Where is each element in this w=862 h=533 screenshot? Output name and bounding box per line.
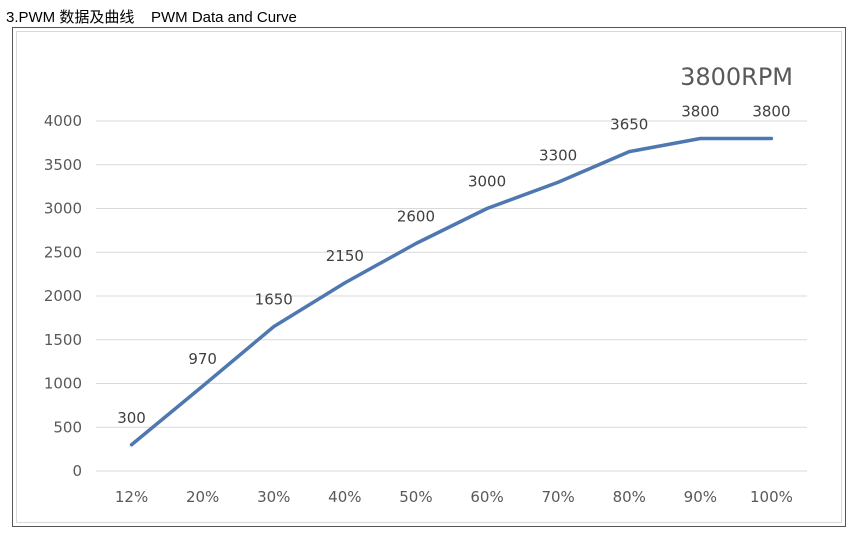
x-tick-label-2: 20% [186, 488, 219, 506]
y-tick-label-0: 0 [72, 462, 82, 480]
y-tick-label-3000: 3000 [44, 200, 82, 218]
data-label-1: 300 [117, 409, 146, 427]
x-tick-label-8: 80% [613, 488, 646, 506]
data-label-8: 3650 [610, 116, 648, 134]
x-tick-label-10: 100% [750, 488, 793, 506]
y-axis-ticks: 0 500 1000 1500 2000 2500 3000 3500 4000 [44, 112, 82, 480]
x-tick-label-9: 90% [684, 488, 717, 506]
data-label-4: 2150 [326, 247, 364, 265]
x-tick-label-7: 70% [541, 488, 574, 506]
chart-title: 3800RPM [680, 63, 793, 91]
x-axis-ticks: 12% 20% 30% 40% 50% 60% 70% 80% 90% 100% [115, 488, 793, 506]
chart-frame: 0 500 1000 1500 2000 2500 3000 3500 4000 12% 20% 3… [12, 27, 846, 527]
data-label-9: 3800 [681, 103, 719, 121]
data-label-2: 970 [188, 350, 217, 368]
chart-inner-border [16, 31, 842, 523]
x-tick-label-5: 50% [399, 488, 432, 506]
data-label-5: 2600 [397, 208, 435, 226]
y-tick-label-2500: 2500 [44, 243, 82, 261]
y-tick-label-3500: 3500 [44, 156, 82, 174]
y-tick-label-4000: 4000 [44, 112, 82, 130]
data-label-10: 3800 [752, 103, 790, 121]
data-label-7: 3300 [539, 146, 577, 164]
x-tick-label-3: 30% [257, 488, 290, 506]
y-tick-label-1000: 1000 [44, 375, 82, 393]
y-tick-label-2000: 2000 [44, 287, 82, 305]
grid-layer [96, 120, 807, 472]
y-tick-label-500: 500 [53, 418, 82, 436]
x-tick-label-4: 40% [328, 488, 361, 506]
series-layer [129, 136, 774, 447]
x-tick-label-6: 60% [470, 488, 503, 506]
data-label-6: 3000 [468, 173, 506, 191]
data-labels: 300 970 1650 2150 2600 3000 3300 3650 3800 3800 [117, 103, 790, 427]
series-line-1 [129, 136, 774, 447]
x-tick-label-1: 12% [115, 488, 148, 506]
data-label-3: 1650 [255, 291, 293, 309]
pwm-curve-chart: 0 500 1000 1500 2000 2500 3000 3500 4000 12% 20% 3… [44, 63, 807, 506]
y-tick-label-1500: 1500 [44, 331, 82, 349]
document-heading: 3.PWM 数据及曲线 PWM Data and Curve [6, 9, 297, 26]
